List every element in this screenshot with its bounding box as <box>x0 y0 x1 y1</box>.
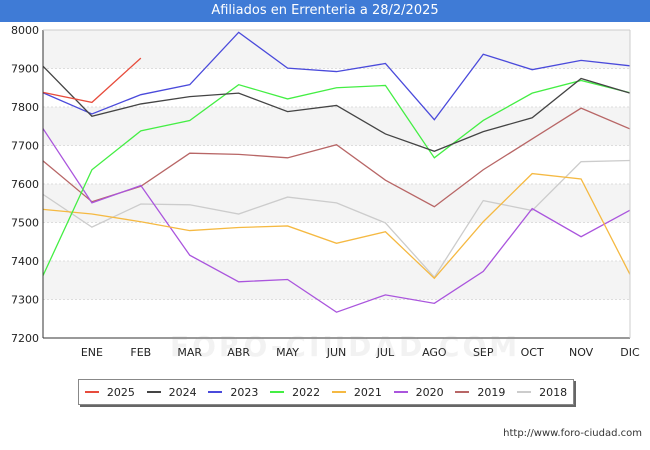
x-tick-label: NOV <box>569 346 594 359</box>
legend-label: 2021 <box>353 385 382 399</box>
series-line-2022 <box>42 79 631 276</box>
legend: 2025 2024 2023 2022 2021 2020 2019 2018 <box>78 379 574 405</box>
legend-label: 2018 <box>539 385 568 399</box>
legend-item-2020: 2020 <box>393 385 444 399</box>
y-tick-label: 7800 <box>11 101 39 114</box>
legend-swatch <box>146 391 161 393</box>
legend-swatch <box>455 391 470 393</box>
x-tick-label: MAR <box>177 346 202 359</box>
grid-band <box>43 145 630 184</box>
y-tick-label: 7300 <box>11 294 39 307</box>
x-tick-label: MAY <box>276 346 299 359</box>
legend-item-2023: 2023 <box>208 386 258 399</box>
series-line-2024 <box>42 65 631 152</box>
grid-band <box>43 299 630 338</box>
legend-swatch <box>270 391 285 393</box>
legend-swatch <box>84 391 99 393</box>
legend-label: 2019 <box>477 385 506 399</box>
x-axis-tick-labels: ENE FEB MAR ABR MAY JUN JUL AGO SEP OCT NOV DIC <box>81 346 640 359</box>
legend-label: 2022 <box>292 385 321 399</box>
legend-item-2024: 2024 <box>146 385 197 399</box>
legend-item-2021: 2021 <box>331 385 382 399</box>
legend-label: 2020 <box>415 385 444 399</box>
legend-swatch <box>208 391 223 393</box>
series-line-2025 <box>42 57 142 104</box>
series-line-2020 <box>42 128 631 313</box>
y-tick-label: 7900 <box>11 63 39 76</box>
title-bar: Afiliados en Errenteria a 28/2/2025 <box>0 0 650 22</box>
x-tick-label: OCT <box>521 346 544 359</box>
legend-label: 2024 <box>168 385 197 399</box>
axes <box>42 29 631 339</box>
grid-band <box>43 30 630 69</box>
y-tick-label: 7400 <box>11 255 39 268</box>
series-line-2018 <box>42 159 631 279</box>
legend-item-2025: 2025 <box>84 385 135 399</box>
legend-label: 2025 <box>106 385 135 399</box>
legend-swatch <box>517 391 532 393</box>
x-tick-label: FEB <box>130 346 151 359</box>
y-tick-label: 7700 <box>11 140 39 153</box>
legend-swatch <box>331 391 346 393</box>
legend-item-2022: 2022 <box>270 386 320 399</box>
x-tick-label: AGO <box>422 346 447 359</box>
series-line-2021 <box>42 172 631 280</box>
y-tick-label: 7200 <box>11 332 39 345</box>
legend-item-2018: 2018 <box>517 386 567 399</box>
y-tick-label: 8000 <box>11 24 39 37</box>
x-tick-label: DIC <box>620 346 640 359</box>
x-tick-label: ENE <box>81 346 103 359</box>
source-link[interactable]: http://www.foro-ciudad.com <box>503 428 642 439</box>
y-axis-tick-labels: 7200 7300 7400 7500 7600 7700 7800 7900 8000 <box>11 24 39 345</box>
series-layer <box>42 31 631 313</box>
y-tick-label: 7600 <box>11 178 39 191</box>
grid-lines <box>43 29 630 339</box>
legend-swatch <box>393 391 408 393</box>
grid-band <box>43 261 630 300</box>
grid-band <box>43 107 630 146</box>
legend-label: 2023 <box>230 385 259 399</box>
x-tick-label: JUL <box>376 346 395 359</box>
x-tick-label: SEP <box>473 346 494 359</box>
x-tick-label: JUN <box>326 346 347 359</box>
chart-title: Afiliados en Errenteria a 28/2/2025 <box>211 3 439 18</box>
legend-item-2019: 2019 <box>455 386 505 399</box>
grid-band <box>43 222 630 261</box>
series-line-2023 <box>42 31 631 121</box>
watermark: FORO-CIUDAD.COM <box>170 330 521 363</box>
y-tick-label: 7500 <box>11 217 39 230</box>
x-tick-label: ABR <box>227 346 250 359</box>
